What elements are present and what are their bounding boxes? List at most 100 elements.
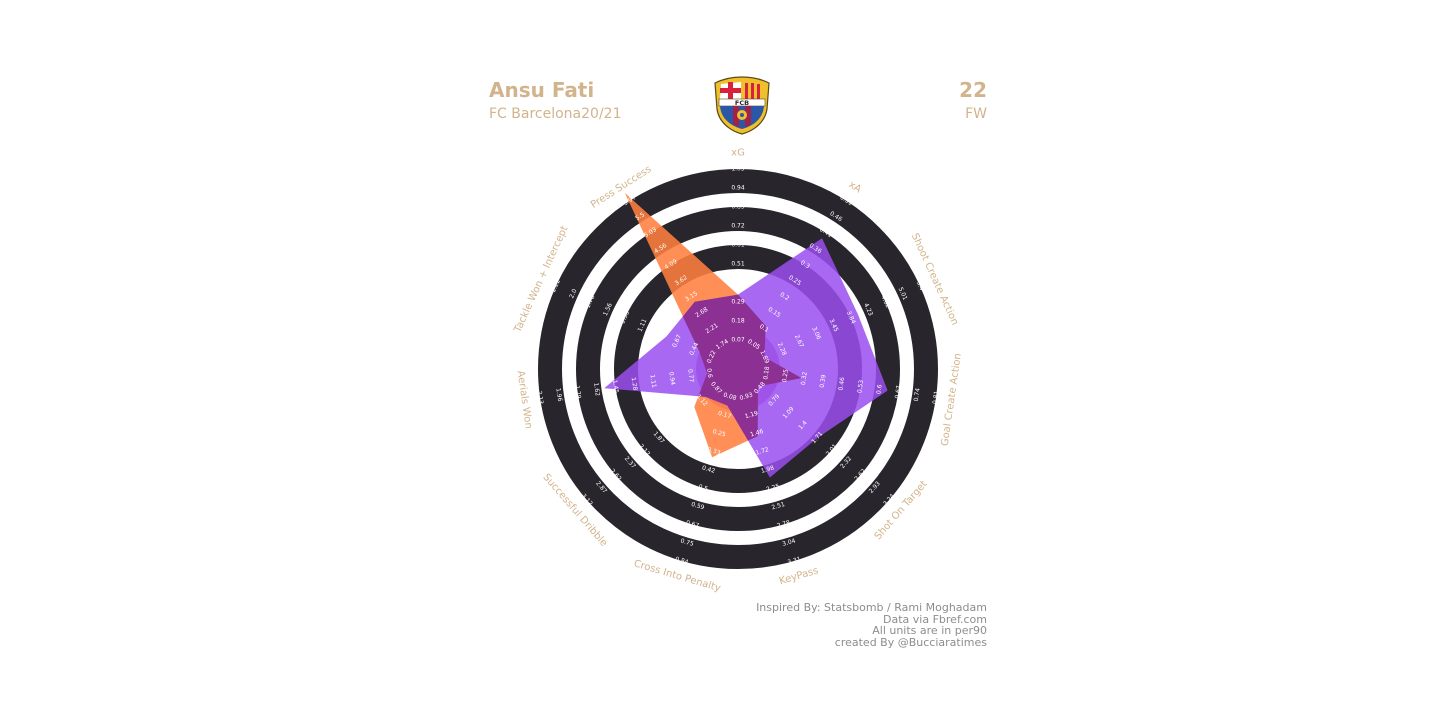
jersey-number: 22 [959,78,987,102]
radar-tick-label: 0.29 [731,299,745,306]
radar-tick-label: 0.77 [686,369,695,383]
player-name: Ansu Fati [489,78,595,102]
radar-ring [538,169,938,569]
radar-tick-label: 1.46 [750,428,765,439]
radar-tick-label: 0.61 [731,242,745,249]
radar-tick-label: 1.33 [619,310,631,325]
radar-tick-label: 0.67 [671,334,683,349]
radar-tick-label: 0.17 [717,410,732,421]
radar-tick-label: 5.5 [634,211,646,222]
radar-tick-label: 1.11 [648,374,657,388]
radar-tick-label: 0.25 [781,369,790,383]
radar-tick-label: 1.62 [666,418,680,433]
radar-tick-label: 3.45 [828,318,840,333]
radar-tick-label: 0.72 [731,223,745,230]
radar-parameter-label: Aerials Won [515,370,534,430]
radar-tick-label: 4.23 [862,302,874,317]
radar-tick-label: 1.72 [755,446,770,457]
radar-tick-label: 0.3 [799,259,811,270]
radar-tick-label: 4.62 [879,294,891,309]
radar-tick-label: 2.0 [568,288,578,300]
radar-tick-label: 0.6 [875,384,883,395]
radar-tick-label: 1.45 [611,379,620,393]
radar-polygons [604,192,888,478]
radar-tick-label: 1.4 [797,419,809,431]
radar-tick-label: 1.11 [637,318,649,333]
club-season: FC Barcelona20/21 [489,106,622,122]
radar-tick-label: 0.18 [731,318,745,325]
radar-tick-label: 0.07 [731,337,745,344]
radar-tick-label: 1.98 [760,464,775,475]
radar-tick-label: 1.79 [573,385,582,399]
credit-line: All units are in per90 [872,624,987,637]
radar-tick-label: 0.94 [667,371,676,385]
radar-tick-label: 1.56 [602,302,614,317]
radar-tick-label: 5.4 [915,280,925,292]
radar-tick-label: 0.67 [685,519,700,530]
radar-tick-label: 5.01 [897,286,909,301]
radar-tick-label: 2.22 [550,278,562,293]
radar-tick-label: 3.04 [782,537,797,548]
radar-tick-label: 2.67 [793,334,805,349]
radar-rings [538,169,938,569]
credit-line: created By @Bucciaratimes [834,635,987,649]
radar-tick-label: 0.25 [712,428,727,439]
radar-tick-label: 0.22 [706,349,718,364]
radar-tick-label: 1.96 [554,388,563,402]
radar-parameter-label: xA [846,179,863,195]
radar-tick-label: 0.1 [758,323,770,334]
radar-tick-label: 2.25 [766,483,781,494]
radar-tick-label: 0.83 [731,204,745,211]
radar-tick-label: 0.5 [698,483,709,492]
radar-tick-label: 0.32 [800,371,809,385]
radar-ring [576,207,900,531]
radar-parameter-label: xG [731,148,745,159]
radar-tick-label: 0.53 [856,379,865,393]
radar-overlap-polygon [624,238,802,458]
radar-tick-label: 0.74 [913,388,922,402]
radar-tick-label: 1.05 [731,166,745,173]
radar-tick-label: 1.37 [680,406,694,421]
radar-tick-label: 0.89 [654,326,666,341]
radar-tick-label: 0.81 [932,390,941,404]
credits-block: Inspired By: Statsbomb / Rami Moghadam D… [756,602,987,648]
club-crest-icon: FCB [714,76,770,135]
radar-tick-label: 0.46 [837,377,846,391]
radar-tick-label: 2.78 [776,519,791,530]
radar-tick-label: 0.75 [680,537,695,548]
crest-monogram: FCB [735,99,749,107]
radar-tick-label: 0.2 [779,291,791,302]
radar-tick-label: 0.51 [731,261,745,268]
radar-tick-label: 0.84 [674,556,689,567]
credit-line: Inspired By: Statsbomb / Rami Moghadam [756,601,987,614]
radar-tick-label: 0.33 [706,446,721,457]
radar-tick-label: 0.18 [762,366,771,380]
credit-line: Data via Fbref.com [883,612,987,626]
radar-tick-label: 2.13 [536,390,545,404]
radar-tick-label: 0.94 [731,185,745,192]
radar-tick-label: 0.59 [690,501,705,512]
radar-tick-label: 2.28 [776,342,788,357]
radar-tick-label: 0.93 [739,392,754,403]
radar-tick-label: 0.4 [733,280,743,287]
radar-tick-label: 1.62 [592,382,601,396]
radar-tick-label: 1.89 [758,349,770,364]
radar-parameter-label: KeyPass [778,565,820,587]
radar-tick-label: 0.6 [705,368,713,379]
radar-tick-label: 0.44 [688,341,700,356]
radar-tick-label: 3.31 [787,556,802,567]
radar-tick-label: 3.06 [810,326,822,341]
radar-tick-label: 0.67 [894,385,903,399]
radar-tick-label: 0.08 [722,392,737,403]
radar-tick-label: 2.51 [771,501,786,512]
radar-tick-label: 0.39 [819,374,828,388]
radar-parameter-label: Goal Create Action [940,353,964,447]
radar-tick-label: 1.19 [744,410,759,421]
player-position: FW [965,106,987,122]
radar-tick-label: 1.28 [630,377,639,391]
radar-tick-label: 1.78 [585,294,597,309]
radar-tick-label: 3.84 [845,310,857,325]
radar-tick-label: 0.42 [701,464,716,475]
